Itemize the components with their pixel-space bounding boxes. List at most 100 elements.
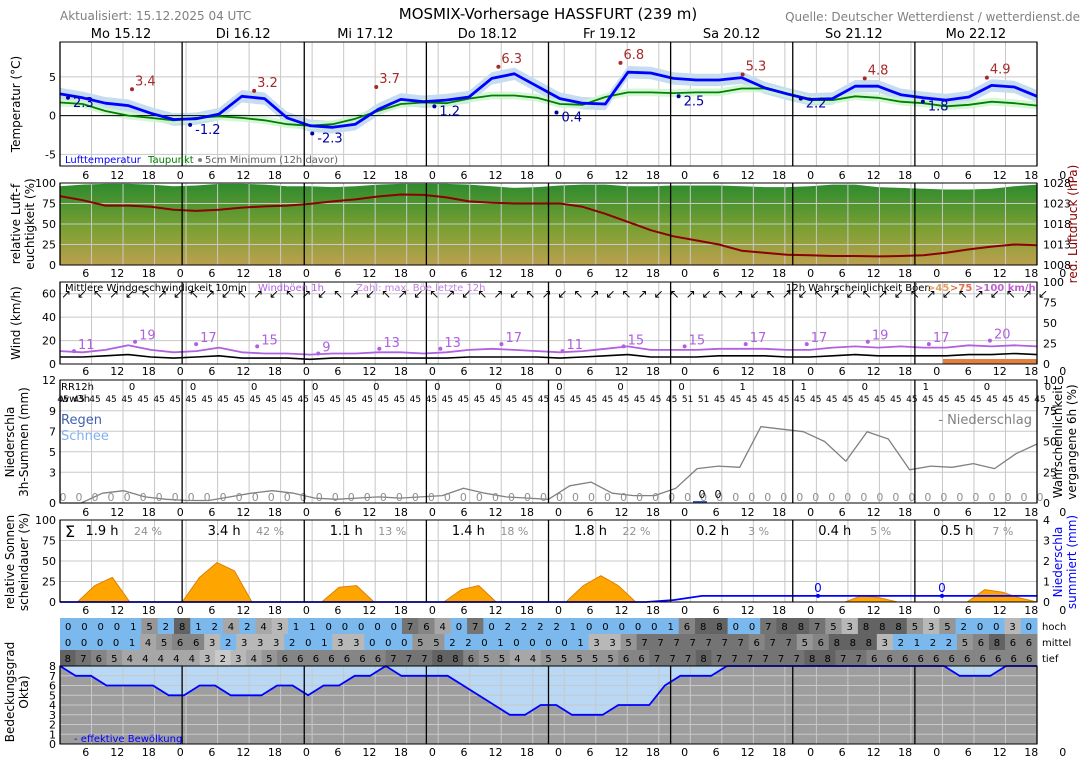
cloud-cell-value: 6 [933,654,939,665]
hour-tick-label: 12 [615,365,629,378]
rr12h-value: 0 [129,382,135,393]
cloud-cell-tief [711,650,728,666]
hour-tick-label: 6 [839,604,846,617]
wind-arrow: ↖ [718,287,728,301]
cloud-cell-hoch [499,618,517,634]
precip-amount-label: 0 [620,491,627,504]
ww3h-value: 45 [346,395,357,405]
cloud-cell-value: 0 [977,622,983,633]
cloud-cell-value: 5 [962,638,968,649]
day-sunshine-hours: 1.9 h [85,524,118,539]
cloud-cell-value: 6 [818,638,824,649]
precip-amount-label: 0 [76,491,83,504]
hour-tick-label: 0 [303,365,310,378]
precip-amount-label: 0 [444,491,451,504]
hour-tick-label: 18 [142,604,156,617]
precip-amount-label: 0 [156,491,163,504]
day-label: Mi 17.12 [337,27,393,42]
legend-threshold-100: >100 km/h [975,283,1036,294]
ww3h-value: 51 [682,395,693,405]
cloud-cell-tief [881,650,898,666]
cloud-cell-hoch [923,618,940,634]
precip-amount-label: 0 [508,491,515,504]
hour-tick-label: 0 [555,604,562,617]
rr12h-value: 0 [556,382,562,393]
hour-tick-label: 0 [681,169,688,182]
cloud-cell-value: 6 [871,654,877,665]
cloud-cell-tief [277,650,294,666]
cloud-cell-tief [742,650,759,666]
hour-tick-label: 0 [933,169,940,182]
cloud-cell-hoch [792,618,810,634]
hour-tick-label: 18 [268,746,282,759]
cloud-cell-value: 8 [452,654,458,665]
precip-amount-label: 0 [636,491,643,504]
gust-max-dot [682,344,687,349]
cloud-cell-tief [308,650,325,666]
gust-max-label: 17 [505,331,522,346]
wind-arrow: ↙ [557,287,567,301]
cloud-cell-value: 5 [266,654,272,665]
wind-arrow: ↖ [237,287,247,301]
rr12h-value: 1 [923,382,929,393]
precip-amount-label: 0 [380,491,387,504]
cloud-cell-value: 8 [994,638,1000,649]
cloud-cell-tief [509,650,526,666]
ww3h-value: 45 [1018,395,1029,405]
wind-arrow: ↖ [285,287,295,301]
cloud-cell-value: 3 [353,638,359,649]
cloud-cell-mittel [268,634,285,650]
precip-amount-label: 0 [716,491,723,504]
cloud-row-label: tief [1042,654,1059,665]
hour-tick-label: 6 [460,365,467,378]
cloud-cell-mittel [284,634,301,650]
y-tick-label: -5 [45,148,56,161]
hour-tick-label: 0 [429,267,436,280]
cum-precip-label: 0 [814,581,822,595]
wind-arrow: ↖ [814,287,824,301]
max-dot [862,76,867,81]
precip-amount-label: 0 [108,491,115,504]
y2-tick-label: 1013 [1043,239,1071,252]
cloud-cell-value: 0 [65,638,71,649]
cloud-cell-value: 5 [561,654,567,665]
y-tick-label: 7 [49,425,56,438]
cloud-cell-hoch [597,618,615,634]
hour-tick-label: 12 [993,169,1007,182]
cloud-cell-value: 6 [96,654,102,665]
gust-max-dot [255,344,260,349]
hour-tick-label: 12 [236,604,250,617]
hour-tick-label: 0 [807,365,814,378]
cum-precip-dot [940,593,944,598]
precip-amount-label: 0 [860,491,867,504]
ww3h-value: 45 [185,395,196,405]
cloud-cell-value: 2 [289,638,295,649]
legend-threshold-45: >45 [927,283,949,294]
cloud-cell-value: 6 [964,654,970,665]
max-temp-label: 6.8 [624,48,645,63]
cloud-cell-mittel [924,634,942,650]
hour-tick-label: 18 [898,506,912,519]
cloud-cell-value: 5 [146,622,152,633]
cloud-cell-mittel [572,634,590,650]
hour-tick-label: 12 [110,169,124,182]
cloud-cell-value: 6 [949,654,955,665]
rr12h-value: 0 [495,382,501,393]
ww3h-value: 45 [73,395,84,405]
precip-amount-label: 0 [972,491,979,504]
wind-arrow: ↙ [125,287,135,301]
hour-tick-label: 0 [555,169,562,182]
gust-max-label: 9 [322,340,330,355]
hour-tick-label: 0 [1059,267,1066,280]
ww3h-value: 45 [1002,395,1013,405]
min-temp-label: -1.2 [195,123,220,138]
hour-tick-label: 0 [933,746,940,759]
cloud-cell-tief [354,650,371,666]
cloud-cell-value: 7 [786,638,792,649]
cloud-cell-hoch [711,618,729,634]
cloud-cell-value: 3 [847,622,853,633]
y-tick-label: 75 [42,535,56,548]
min-temp-label: 2.2 [806,97,827,112]
y-axis-label: Niederschla [3,407,17,478]
hour-tick-label: 18 [520,506,534,519]
